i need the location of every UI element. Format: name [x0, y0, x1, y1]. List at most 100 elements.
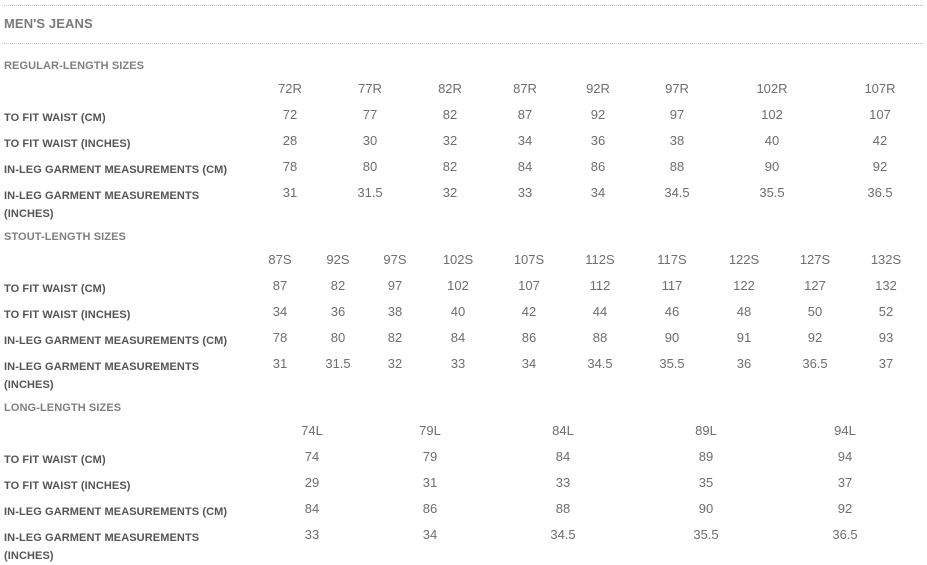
size-label: 102R — [756, 81, 788, 96]
table-cell: 107 — [869, 107, 891, 122]
regular-length-section: REGULAR-LENGTH SIZES 72R 77R 82R 87R 92R… — [4, 58, 924, 223]
table-cell: 112 — [589, 278, 611, 293]
table-cell: 33 — [555, 475, 571, 490]
table-cell: 88 — [592, 330, 608, 345]
table-cell: 33 — [304, 527, 320, 542]
header-spacer — [4, 251, 244, 277]
size-label: 127S — [799, 252, 831, 267]
table-cell: 97 — [387, 278, 403, 293]
table-cell: 37 — [837, 475, 853, 490]
table-cell: 52 — [878, 304, 894, 319]
table-cell: 84 — [517, 159, 533, 174]
table-cell: 36 — [330, 304, 346, 319]
table-cell: 97 — [669, 107, 685, 122]
size-label: 84L — [552, 423, 574, 438]
table-cell: 36.5 — [867, 185, 893, 200]
table-cell: 31 — [282, 185, 298, 200]
table-cell: 31 — [422, 475, 438, 490]
table-cell: 32 — [442, 185, 458, 200]
table-cell: 31.5 — [325, 356, 351, 371]
table-cell: 82 — [387, 330, 403, 345]
table-cell: 80 — [330, 330, 346, 345]
table-cell: 35 — [698, 475, 714, 490]
table-cell: 117 — [661, 278, 683, 293]
table-cell: 79 — [422, 449, 438, 464]
table-cell: 92 — [807, 330, 823, 345]
table-cell: 30 — [362, 133, 378, 148]
table-cell: 90 — [664, 330, 680, 345]
table-cell: 42 — [872, 133, 888, 148]
inleg-cm-row: IN-LEG GARMENT MEASUREMENTS (CM) 78 80 8… — [4, 158, 924, 184]
size-label: 107R — [864, 81, 896, 96]
inleg-cm-row: IN-LEG GARMENT MEASUREMENTS (CM) 84 86 8… — [4, 500, 924, 526]
row-label: IN-LEG GARMENT MEASUREMENTS (CM) — [4, 164, 228, 176]
inleg-cm-row: IN-LEG GARMENT MEASUREMENTS (CM) 78 80 8… — [4, 329, 924, 355]
size-header-row: 87S 92S 97S 102S 107S 112S 117S 122S 127… — [4, 251, 924, 277]
table-cell: 78 — [282, 159, 298, 174]
header-spacer — [4, 80, 240, 106]
waist-inches-row: TO FIT WAIST (INCHES) 28 30 32 34 36 38 … — [4, 132, 924, 158]
table-cell: 37 — [878, 356, 894, 371]
size-label: 72R — [278, 81, 302, 96]
size-label: 117S — [657, 252, 687, 267]
table-cell: 32 — [442, 133, 458, 148]
size-label: 82R — [438, 81, 462, 96]
table-cell: 33 — [450, 356, 466, 371]
table-cell: 33 — [517, 185, 533, 200]
inleg-inches-row: IN-LEG GARMENT MEASUREMENTS (INCHES) 31 … — [4, 184, 924, 223]
table-cell: 90 — [764, 159, 780, 174]
size-label: 97S — [383, 252, 407, 267]
table-cell: 87 — [517, 107, 533, 122]
table-cell: 38 — [387, 304, 403, 319]
table-cell: 132 — [875, 278, 897, 293]
table-cell: 48 — [736, 304, 752, 319]
column-spacer — [914, 303, 924, 329]
regular-size-table: 72R 77R 82R 87R 92R 97R 102R 107R TO FIT… — [4, 80, 924, 223]
table-cell: 92 — [872, 159, 888, 174]
table-cell: 34 — [422, 527, 438, 542]
table-cell: 34.5 — [664, 185, 690, 200]
table-cell: 31.5 — [357, 185, 383, 200]
row-label: IN-LEG GARMENT MEASUREMENTS (INCHES) — [4, 361, 200, 391]
size-label: 122S — [728, 252, 760, 267]
table-cell: 91 — [736, 330, 752, 345]
row-label: IN-LEG GARMENT MEASUREMENTS (INCHES) — [4, 532, 200, 562]
size-label: 92S — [326, 252, 350, 267]
row-label: TO FIT WAIST (CM) — [4, 112, 106, 124]
table-cell: 89 — [698, 449, 714, 464]
section-title: LONG-LENGTH SIZES — [4, 402, 122, 414]
column-spacer — [914, 277, 924, 303]
row-label: TO FIT WAIST (INCHES) — [4, 480, 131, 492]
column-spacer — [914, 251, 924, 277]
size-label: 89L — [695, 423, 717, 438]
table-cell: 36 — [590, 133, 606, 148]
waist-cm-row: TO FIT WAIST (CM) 74 79 84 89 94 — [4, 448, 924, 474]
table-cell: 34 — [590, 185, 606, 200]
table-cell: 127 — [804, 278, 826, 293]
table-cell: 86 — [422, 501, 438, 516]
size-label: 132S — [870, 252, 902, 267]
title-dotted-divider — [4, 43, 923, 44]
table-cell: 40 — [450, 304, 466, 319]
table-cell: 34.5 — [550, 527, 576, 542]
stout-length-section: STOUT-LENGTH SIZES 87S 92S 97S 102S 107S… — [4, 229, 924, 394]
table-cell: 72 — [282, 107, 298, 122]
table-cell: 44 — [592, 304, 608, 319]
table-cell: 88 — [669, 159, 685, 174]
table-cell: 40 — [764, 133, 780, 148]
size-label: 77R — [358, 81, 382, 96]
column-spacer — [914, 355, 924, 394]
table-cell: 94 — [837, 449, 853, 464]
section-title: REGULAR-LENGTH SIZES — [4, 60, 145, 72]
table-cell: 36 — [736, 356, 752, 371]
table-cell: 90 — [698, 501, 714, 516]
table-cell: 46 — [664, 304, 680, 319]
header-spacer — [4, 422, 244, 448]
size-label: 79L — [419, 423, 441, 438]
table-cell: 42 — [521, 304, 537, 319]
column-spacer — [914, 329, 924, 355]
inleg-inches-row: IN-LEG GARMENT MEASUREMENTS (INCHES) 31 … — [4, 355, 924, 394]
table-cell: 34 — [521, 356, 537, 371]
table-cell: 86 — [590, 159, 606, 174]
table-cell: 88 — [555, 501, 571, 516]
